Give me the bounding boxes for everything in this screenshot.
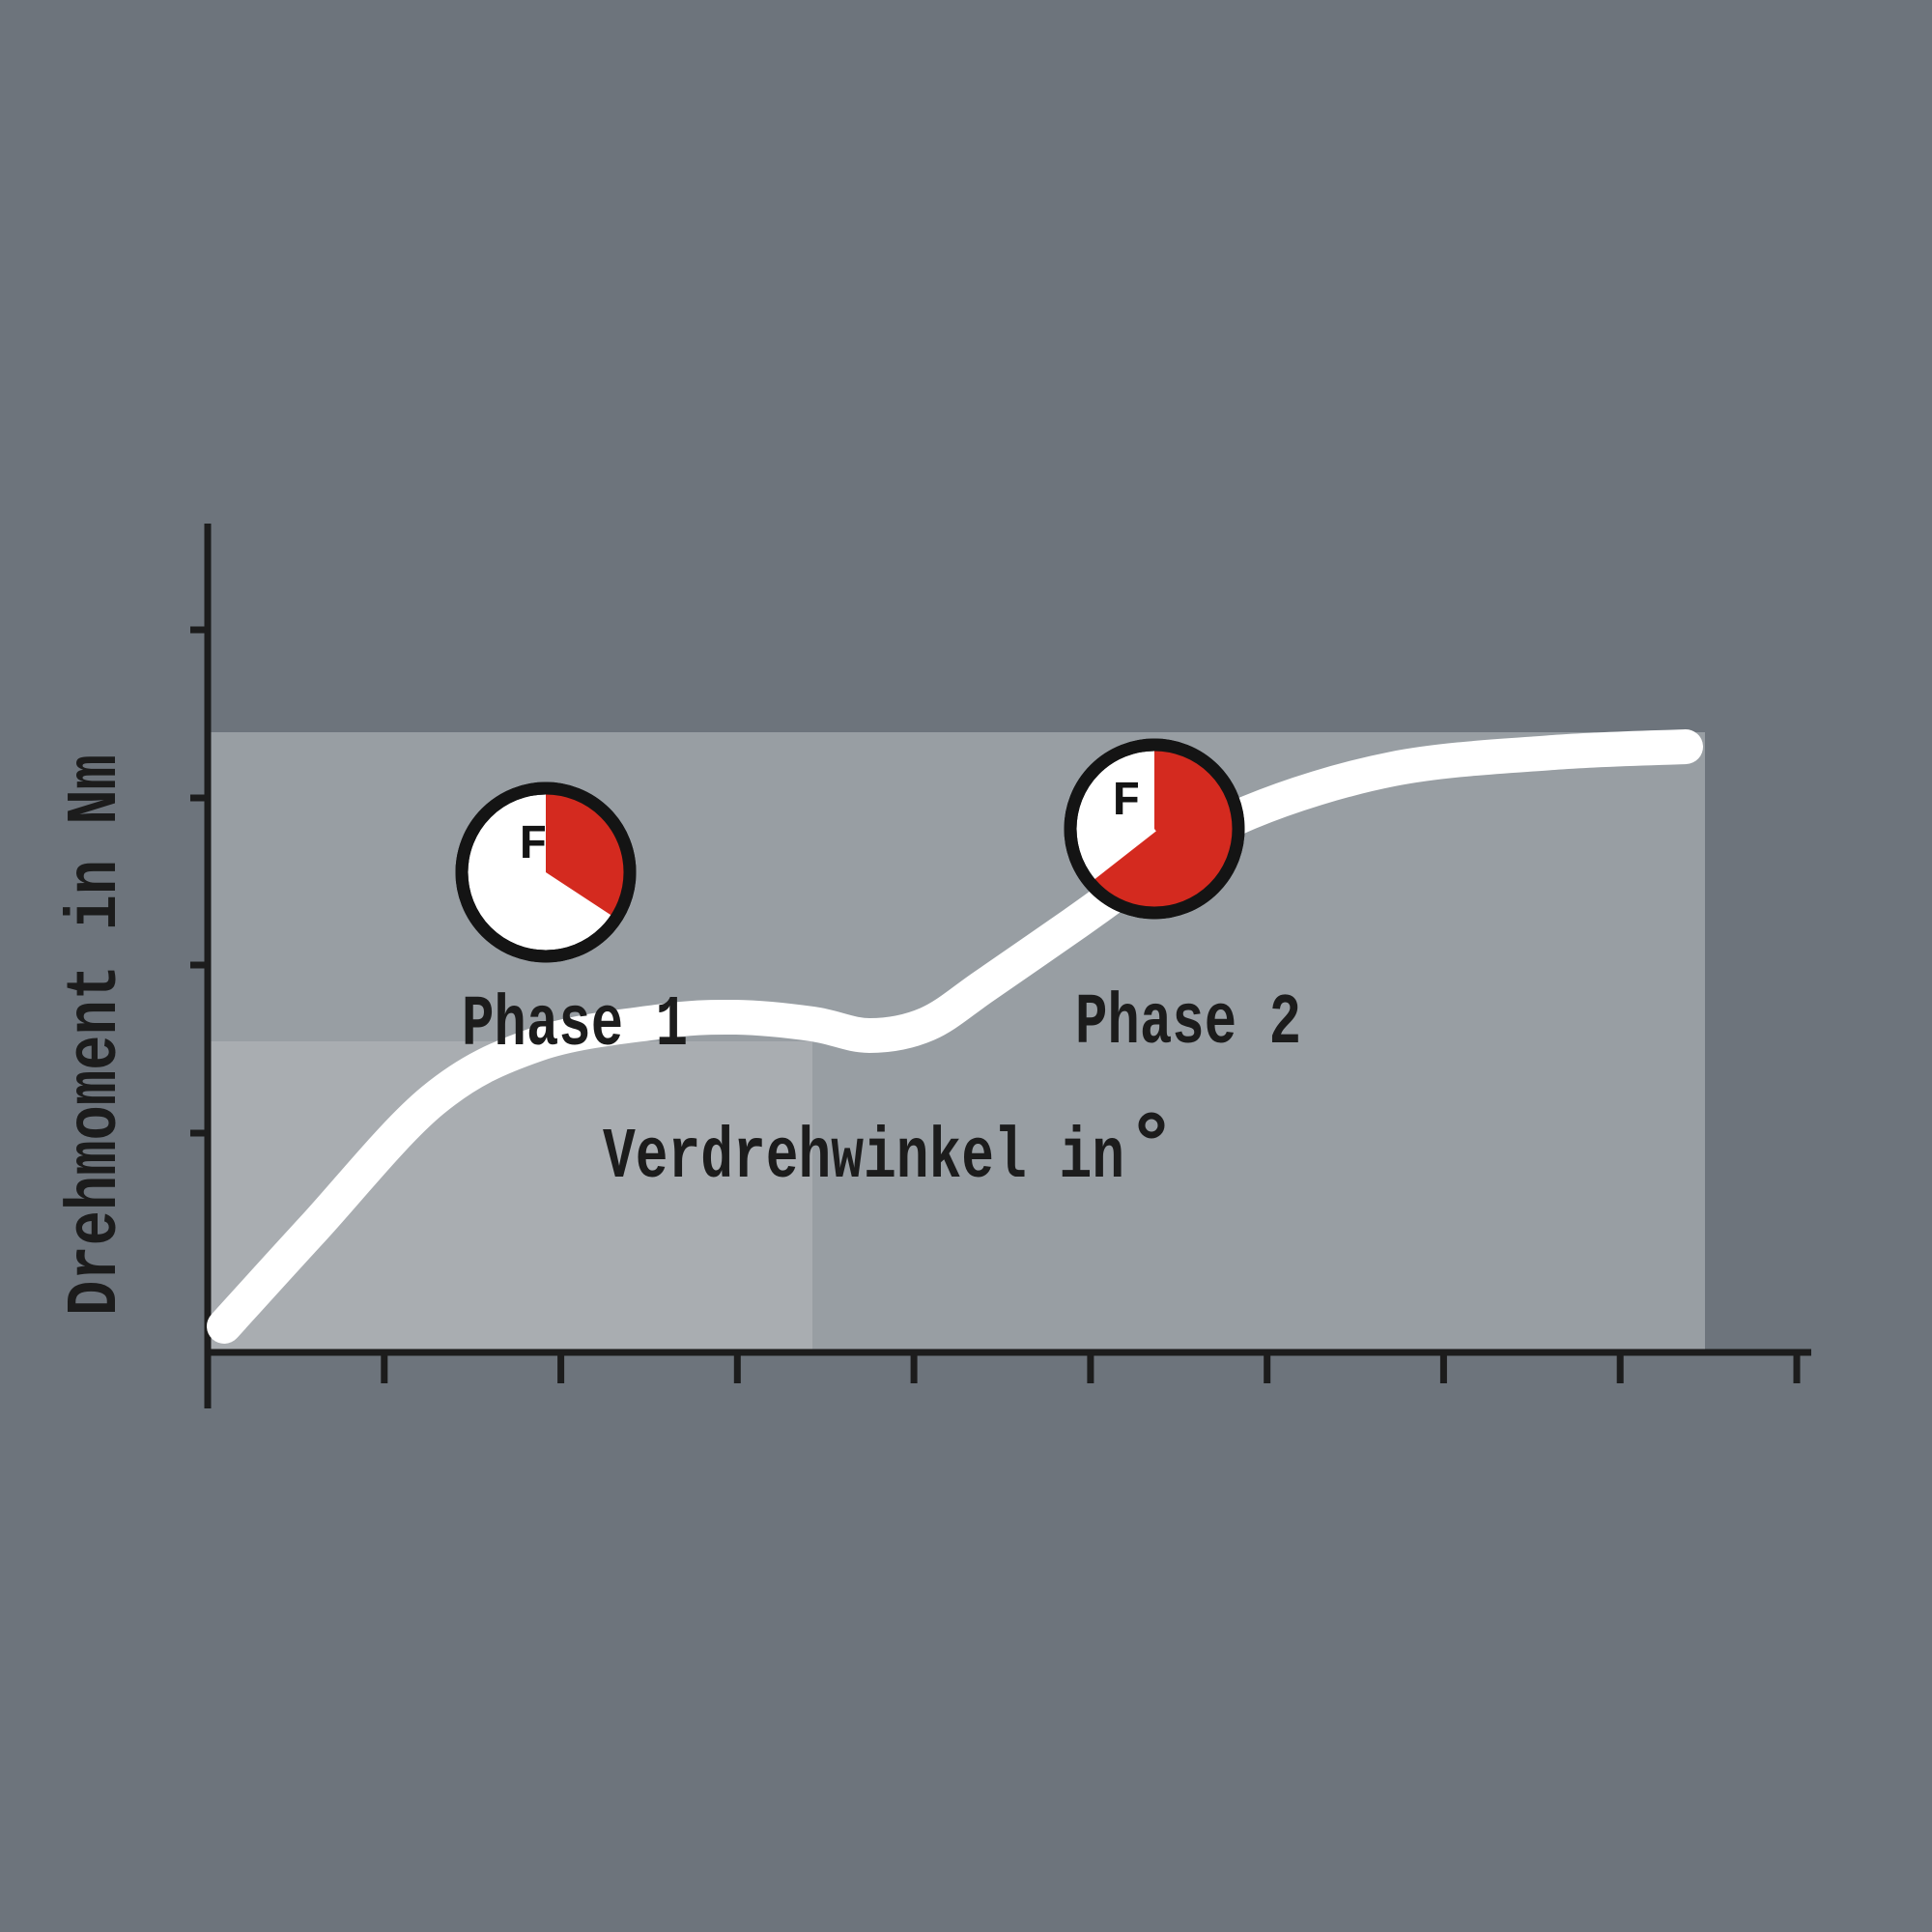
svg-text:Drehmoment in Nm: Drehmoment in Nm (56, 754, 137, 1316)
svg-text:Phase 1: Phase 1 (462, 985, 688, 1066)
svg-text:F: F (519, 818, 548, 873)
svg-text:Phase 2: Phase 2 (1075, 983, 1301, 1065)
svg-text:F: F (1112, 775, 1141, 830)
svg-text:Verdrehwinkel in: Verdrehwinkel in (603, 1118, 1124, 1199)
